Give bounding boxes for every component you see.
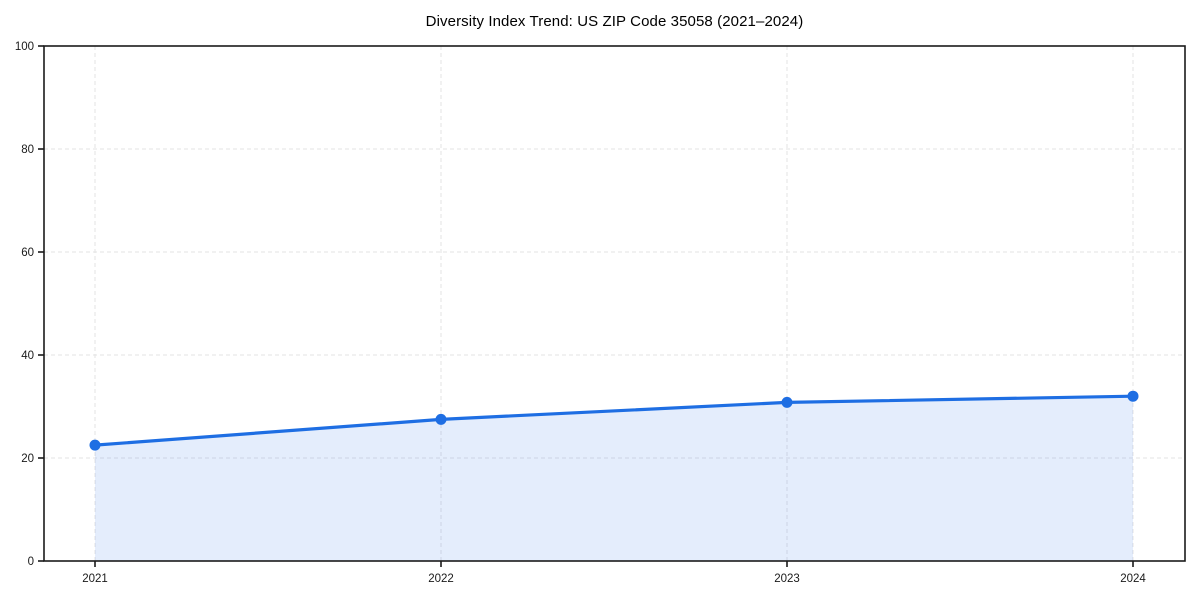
chart-title: Diversity Index Trend: US ZIP Code 35058… bbox=[425, 13, 804, 30]
y-tick-label: 40 bbox=[21, 350, 34, 362]
data-point bbox=[89, 439, 101, 451]
plot-spines bbox=[43, 45, 1186, 562]
data-point bbox=[781, 396, 793, 408]
x-tick-label: 2024 bbox=[1120, 573, 1146, 585]
y-tick-label: 100 bbox=[15, 41, 34, 53]
y-tick-label: 60 bbox=[21, 247, 34, 259]
data-point bbox=[435, 413, 447, 425]
y-tick-label: 0 bbox=[28, 556, 34, 568]
y-tick-label: 80 bbox=[21, 144, 34, 156]
x-tick-label: 2023 bbox=[774, 573, 800, 585]
y-tick-label: 20 bbox=[21, 453, 34, 465]
area-fill bbox=[95, 396, 1133, 561]
data-point bbox=[1127, 390, 1139, 402]
x-tick-label: 2022 bbox=[428, 573, 454, 585]
x-tick-label: 2021 bbox=[82, 573, 108, 585]
trend-line bbox=[93, 394, 1135, 447]
